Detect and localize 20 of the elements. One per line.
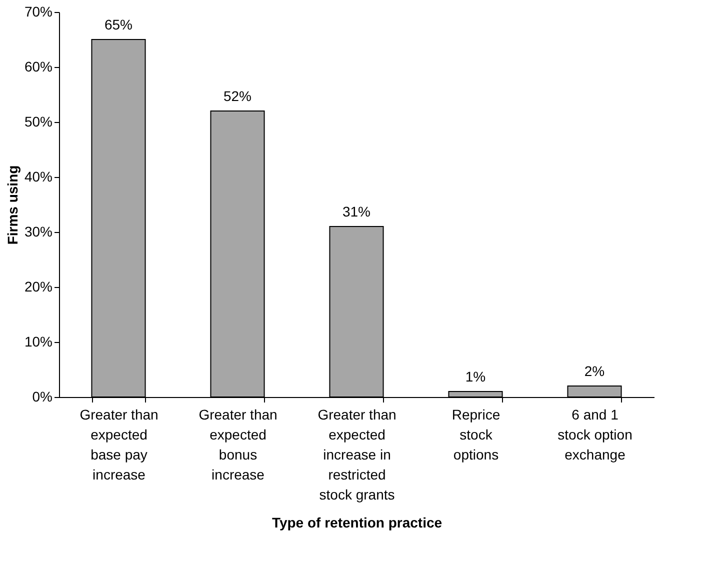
x-tick-label: Greater than expected base pay increase <box>80 406 158 482</box>
x-axis-title: Type of retention practice <box>272 514 442 530</box>
y-tick-label: 40% <box>24 168 52 184</box>
data-label: 2% <box>584 363 605 379</box>
x-tick-label: 6 and 1 stock option exchange <box>558 406 632 462</box>
y-tick-label: 50% <box>24 114 52 130</box>
y-tick-label: 60% <box>24 58 52 74</box>
y-axis-title: Firms using <box>4 165 20 245</box>
y-tick-label: 20% <box>24 278 52 294</box>
data-label: 1% <box>465 368 486 384</box>
data-label: 65% <box>104 16 133 32</box>
x-tick-label: Reprice stock options <box>452 406 500 462</box>
y-tick-label: 10% <box>24 334 52 350</box>
x-tick-label: Greater than expected bonus increase <box>198 406 278 482</box>
data-label: 52% <box>223 88 252 104</box>
y-tick-label: 70% <box>24 4 52 20</box>
y-tick-label: 0% <box>32 388 52 404</box>
x-tick-label: Greater than expected increase in restricted stock grants <box>318 406 396 502</box>
data-label: 31% <box>342 204 371 220</box>
y-tick-label: 30% <box>24 224 52 240</box>
